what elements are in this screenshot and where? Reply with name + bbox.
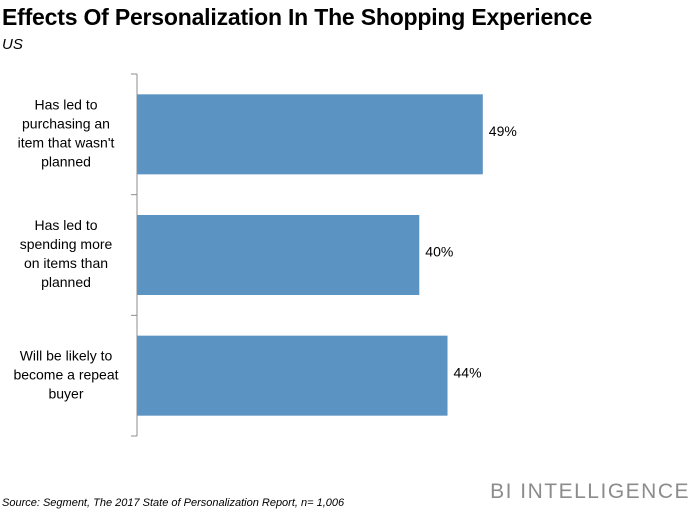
source-note: Source: Segment, The 2017 State of Perso… (2, 497, 345, 509)
value-label-1: 40% (425, 244, 453, 260)
bar-0 (137, 94, 483, 175)
chart-title: Effects Of Personalization In The Shoppi… (2, 4, 593, 30)
brand-logo: BI INTELLIGENCE (490, 480, 690, 503)
bar-2 (137, 335, 448, 416)
bar-1 (137, 215, 420, 295)
category-label-1: Has led to spending more on items than plan… (20, 217, 113, 290)
value-label-0: 49% (489, 123, 517, 139)
chart-subtitle: US (2, 36, 23, 53)
value-label-2: 44% (454, 364, 482, 380)
category-label-2: Will be likely to become a repeat buyer (13, 347, 118, 401)
category-label-0: Has led to purchasing an item that wasn't p… (18, 97, 115, 170)
